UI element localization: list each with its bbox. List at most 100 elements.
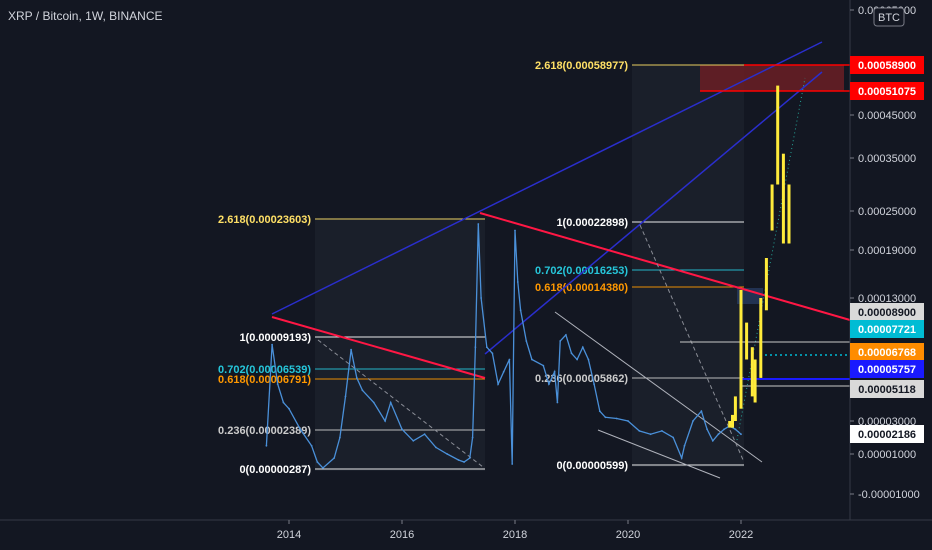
fib-level-label: 0.236(0.00002389): [218, 425, 311, 437]
projection-guide: [736, 77, 806, 441]
price-point: [316, 461, 319, 463]
price-point: [282, 401, 285, 404]
price-point: [581, 346, 584, 349]
fib-level-label: 2.618(0.00023603): [218, 214, 311, 226]
projection-bar: [759, 298, 763, 378]
y-tick-label: 0.00013000: [858, 293, 916, 305]
price-point: [350, 348, 352, 351]
fib-level-label: 1(0.00022898): [556, 217, 628, 229]
projection-bar: [745, 322, 749, 360]
price-point: [271, 343, 273, 346]
fib-level-label: 0(0.00000287): [239, 464, 311, 476]
price-point: [457, 459, 460, 461]
price-point: [706, 428, 708, 431]
price-point: [511, 463, 514, 465]
price-tag-label: 0.00002186: [858, 429, 916, 441]
projection-bar: [753, 359, 757, 403]
price-point: [265, 444, 268, 447]
price-point: [556, 401, 559, 404]
price-tag-label: 0.00008900: [858, 307, 916, 319]
price-point: [361, 389, 364, 392]
price-point: [542, 364, 545, 367]
price-point: [474, 346, 477, 349]
price-point: [435, 446, 437, 449]
fib-zone-right: [632, 65, 744, 467]
price-point: [485, 346, 488, 349]
projection-bar: [731, 414, 734, 428]
price-point: [531, 358, 533, 361]
price-point: [412, 439, 415, 442]
price-point: [683, 444, 686, 447]
price-tag: [850, 56, 924, 74]
price-point: [299, 428, 302, 431]
projection-bar: [781, 153, 785, 244]
price-point: [519, 309, 522, 312]
fib-level-label: 0.618(0.00006791): [218, 374, 311, 386]
wedge-upper-line: [554, 311, 763, 463]
currency-badge-label: BTC: [878, 12, 900, 24]
fib-trend-right: [639, 224, 745, 463]
fib-level-label: 0(0.00000599): [556, 460, 628, 472]
price-tag: [850, 360, 924, 378]
price-tag: [850, 303, 924, 321]
price-point: [514, 229, 516, 232]
price-point: [593, 383, 595, 385]
price-point: [344, 395, 347, 398]
x-tick-label: 2018: [503, 529, 527, 541]
price-point: [497, 383, 499, 385]
price-point: [700, 410, 703, 413]
price-point: [565, 334, 567, 336]
price-point: [446, 453, 449, 455]
price-point: [288, 407, 290, 410]
price-point: [680, 457, 683, 459]
y-tick-label: 0.00035000: [858, 153, 916, 165]
price-point: [692, 420, 694, 422]
price-point: [604, 416, 607, 419]
price-point: [525, 340, 528, 342]
projection-bar: [764, 258, 768, 311]
price-tag: [850, 425, 924, 443]
price-point: [502, 370, 505, 373]
price-point: [627, 420, 629, 422]
price-point: [310, 444, 313, 447]
price-tag: [850, 82, 924, 100]
price-tag: [850, 343, 924, 361]
price-point: [570, 352, 573, 355]
y-tick-label: 0.00045000: [858, 110, 916, 122]
price-point: [661, 430, 663, 432]
x-tick-label: 2020: [616, 529, 640, 541]
price-point: [548, 383, 550, 385]
projection-bar: [728, 421, 732, 428]
price-point: [477, 223, 480, 225]
price-point: [508, 358, 511, 361]
y-tick-label: 0.00019000: [858, 245, 916, 257]
y-tick-label: 0.00025000: [858, 206, 916, 218]
x-tick-label: 2014: [277, 529, 301, 541]
price-point: [516, 281, 519, 283]
price-point: [711, 439, 714, 442]
wedge-lower-line: [597, 429, 721, 479]
y-tick-label: 0.00001000: [858, 449, 916, 461]
projection-bar: [733, 396, 737, 421]
projection-bar: [776, 85, 780, 185]
price-point: [615, 417, 618, 420]
price-tag-label: 0.00007721: [858, 324, 916, 336]
y-tick-label: -0.00001000: [858, 489, 920, 501]
price-point: [598, 410, 601, 413]
price-point: [553, 370, 556, 373]
fib-level-label: 2.618(0.00058977): [535, 60, 628, 72]
price-point: [463, 461, 465, 463]
price-point: [587, 358, 590, 361]
price-point: [480, 297, 482, 299]
price-point: [384, 420, 386, 422]
price-tag-label: 0.00005118: [858, 384, 916, 396]
fib-level-label: 1(0.00009193): [239, 332, 311, 344]
fib-level-label: 0.702(0.00006539): [218, 364, 311, 376]
price-point: [423, 433, 426, 436]
projection-bar: [750, 347, 754, 397]
price-point: [734, 428, 737, 431]
price-tag-label: 0.00058900: [858, 60, 916, 72]
price-point: [717, 433, 720, 436]
projection-bar: [739, 290, 743, 409]
